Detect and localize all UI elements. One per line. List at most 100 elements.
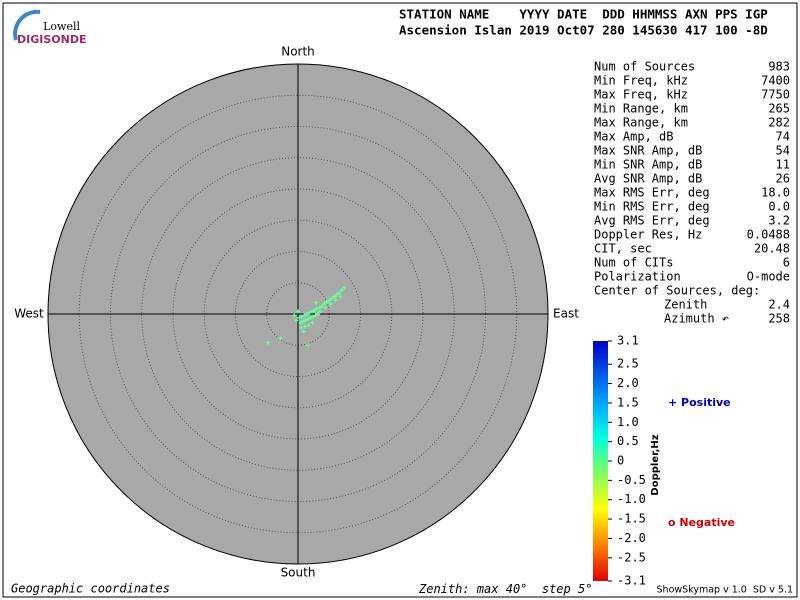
source-point (306, 343, 310, 348)
colorbar-tick-label: 2.0 (617, 376, 639, 390)
colorbar-tick-label: -0.5 (617, 473, 646, 487)
stats-table: Num of Sources 983 Min Freq, kHz 7400 Max Fr… (594, 60, 790, 326)
stat-label: CIT, sec (594, 242, 652, 256)
compass-label: South (281, 566, 316, 580)
stat-value: 983 (768, 60, 790, 74)
colorbar-tick-label: -2.5 (617, 550, 646, 564)
source-point (296, 309, 300, 314)
header-line: Ascension Islan 2019 Oct07 280 145630 41… (399, 23, 768, 38)
source-point (307, 310, 312, 315)
source-point (312, 308, 317, 313)
zenith-max: 40° (506, 582, 528, 596)
logo-bottom: DIGISONDE (17, 33, 86, 46)
source-point (294, 318, 299, 323)
footer-zenith: Zenith: max 40° step 5° (418, 582, 592, 596)
stat-label: Max Amp, dB (594, 130, 673, 144)
source-point (301, 329, 306, 334)
colorbar-tick-label: 0 (617, 454, 624, 468)
source-point (309, 309, 314, 314)
source-point (323, 305, 328, 310)
source-point (303, 318, 308, 323)
stat-label: Polarization (594, 270, 681, 284)
stat-value: 7750 (761, 88, 790, 102)
stat-value: 54 (776, 144, 790, 158)
source-point (297, 315, 302, 320)
legend-positive: + Positive (668, 396, 731, 409)
source-point (306, 323, 311, 328)
stat-label: Min SNR Amp, dB (594, 158, 702, 172)
source-point (314, 300, 319, 305)
stat-label: Max SNR Amp, dB (594, 144, 702, 158)
colorbar (593, 341, 608, 581)
stat-value: 258 (768, 312, 790, 326)
source-point (302, 324, 307, 329)
stat-value: 265 (768, 102, 790, 116)
source-point (317, 305, 322, 310)
stat-value: 282 (768, 116, 790, 130)
source-point (338, 294, 343, 299)
colorbar-label: Doppler,Hz (650, 434, 661, 495)
source-point (332, 294, 337, 299)
colorbar-tick-label: -1.5 (617, 512, 646, 526)
logo-top: Lowell (43, 20, 80, 33)
colorbar-tick-label: 2.5 (617, 357, 639, 371)
stat-value: 18.0 (761, 186, 790, 200)
source-point (313, 313, 318, 318)
source-point (328, 302, 333, 306)
stat-value: 0.0488 (747, 228, 790, 242)
colorbar-tick-label: -1.0 (617, 492, 646, 506)
source-point (327, 298, 332, 303)
source-point (266, 340, 270, 345)
header-line: STATION NAME YYYY DATE DDD HHMMSS AXN PP… (399, 7, 768, 22)
colorbar-tick-label: -3.1 (617, 574, 646, 588)
center-title: Center of Sources, deg: (594, 284, 760, 298)
stat-value: 6 (783, 256, 790, 270)
stat-value: 0.0 (768, 200, 790, 214)
logo-arc (13, 9, 41, 41)
stat-value: 2.4 (768, 298, 790, 312)
colorbar-tick-label: 1.0 (617, 415, 639, 429)
stat-label: Min RMS Err, deg (594, 200, 710, 214)
stat-value: 7400 (761, 74, 790, 88)
source-point (301, 319, 305, 324)
footer-left: Geographic coordinates (11, 582, 170, 596)
colorbar-tick-label: 3.1 (617, 334, 639, 348)
colorbar-tick-label: 1.5 (617, 395, 639, 409)
source-point (318, 309, 323, 314)
source-point (329, 296, 334, 301)
source-point (319, 304, 324, 309)
source-point (311, 314, 315, 319)
stat-label: Avg RMS Err, deg (594, 214, 710, 228)
stat-label: Max Range, km (594, 116, 688, 130)
colorbar-tick-label: -2.0 (617, 531, 646, 545)
stat-label: Doppler Res, Hz (594, 228, 702, 242)
stat-label: Min Range, km (594, 102, 688, 116)
stat-label: Zenith (664, 298, 707, 312)
legend-negative: o Negative (668, 516, 735, 529)
compass-label: West (14, 307, 44, 321)
stat-label: Num of Sources (594, 60, 695, 74)
zenith-step: step 5° (542, 582, 593, 596)
stat-value: 20.48 (754, 242, 790, 256)
source-point (299, 314, 304, 319)
source-point (339, 288, 344, 293)
source-point (316, 312, 320, 316)
source-point (337, 290, 342, 295)
compass-label: North (281, 45, 315, 59)
zenith-prefix: Zenith: max (418, 582, 499, 596)
stat-label: Avg SNR Amp, dB (594, 172, 702, 186)
compass-label: East (553, 307, 579, 321)
source-point (342, 285, 347, 290)
stat-value: 11 (776, 158, 790, 172)
colorbar-tick-label: 0.5 (617, 434, 639, 448)
stat-value: 3.2 (768, 214, 790, 228)
stat-label: Max Freq, kHz (594, 88, 688, 102)
skymap-plot (47, 63, 549, 565)
source-point (333, 298, 338, 303)
source-point (298, 320, 303, 325)
source-point (278, 336, 283, 341)
source-point (310, 320, 315, 325)
